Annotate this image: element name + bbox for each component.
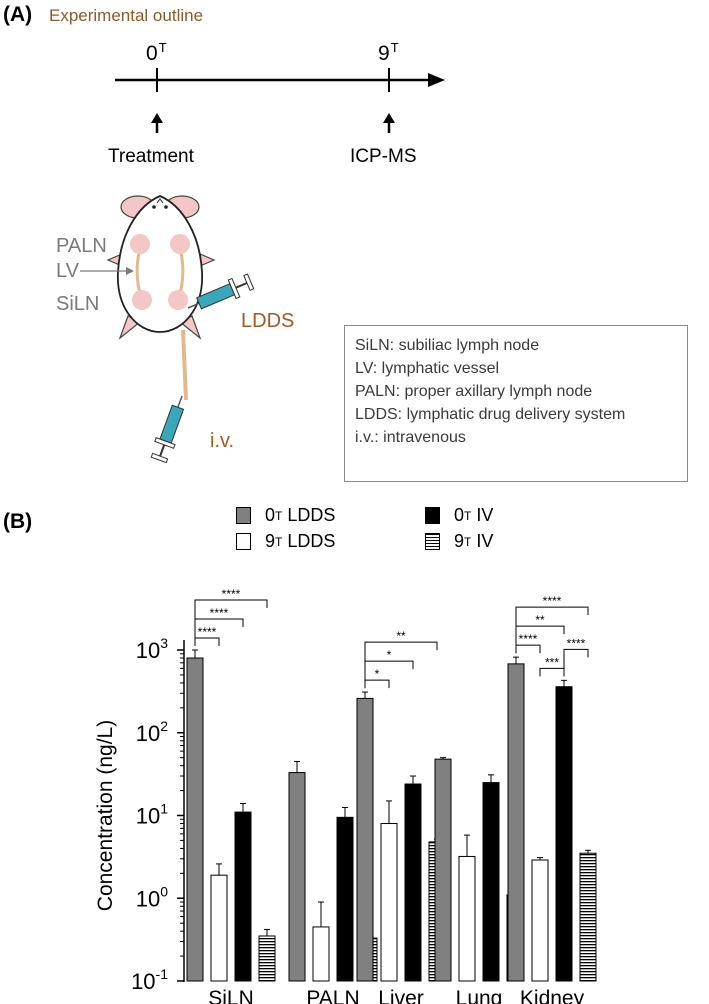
iv-syringe	[150, 395, 185, 464]
timeline-end-label: 9T	[378, 40, 399, 65]
bar	[434, 758, 452, 982]
abbreviation-iv: i.v.: intravenous	[355, 429, 466, 446]
abbreviation-ldds: LDDS: lymphatic drug delivery system	[355, 406, 626, 423]
bar	[312, 926, 330, 982]
significance-bracket	[194, 637, 220, 646]
significance-label: **	[396, 629, 406, 643]
siln-left-node	[132, 290, 152, 310]
significance-label: ****	[519, 632, 538, 646]
significance-label: ****	[210, 606, 229, 620]
significance-label: *	[375, 667, 380, 681]
mouse-nose	[156, 198, 164, 204]
treatment-arrow-head	[151, 113, 163, 123]
siln-label: SiLN	[56, 293, 100, 315]
significance-label: *	[387, 648, 392, 662]
panel-a-label: (A)	[3, 3, 33, 26]
bar	[458, 855, 476, 982]
bar	[404, 783, 422, 982]
y-tick-label: 103	[136, 635, 168, 663]
iv-label: i.v.	[210, 430, 235, 452]
bar	[579, 852, 597, 982]
abbreviation-siln: SiLN: subiliac lymph node	[355, 337, 540, 354]
legend-swatch-black	[425, 507, 440, 524]
mouse-tail	[181, 329, 188, 401]
x-category-label: Liver	[378, 987, 424, 1004]
mouse-illustration	[80, 195, 255, 464]
legend-swatch-white	[236, 533, 251, 550]
siln-right-node	[168, 290, 188, 310]
bar	[555, 686, 573, 982]
bar	[186, 657, 204, 982]
significance-bracket	[515, 644, 541, 654]
significance-label: ****	[198, 625, 217, 639]
y-tick-label: 100	[136, 883, 168, 911]
significance-bracket	[364, 641, 438, 689]
significance-label: **	[535, 613, 545, 627]
significance-bracket	[364, 679, 390, 689]
timeline-graphic	[115, 68, 445, 133]
bar	[507, 663, 525, 982]
lv-label: LV	[56, 260, 79, 282]
treatment-label: Treatment	[108, 146, 194, 167]
y-tick-label: 102	[136, 718, 168, 746]
x-category-label: PALN	[306, 987, 359, 1004]
legend-swatch-stripe	[425, 533, 440, 550]
bar	[336, 816, 354, 982]
bar	[210, 874, 228, 982]
significance-label: ****	[567, 636, 586, 650]
significance-label: ****	[222, 587, 241, 601]
icpms-arrow-head	[383, 113, 395, 123]
mouse-right-eye	[164, 205, 168, 209]
timeline-start-label: 0T	[146, 40, 167, 65]
y-tick-label: 10-1	[131, 966, 168, 994]
lv-pointer-head	[126, 267, 134, 275]
abbreviation-paln: PALN: proper axillary lymph node	[355, 383, 593, 400]
mouse-left-eye	[152, 205, 156, 209]
bar	[288, 772, 306, 982]
bar	[482, 782, 500, 982]
bar	[380, 823, 398, 982]
paln-right-node	[170, 234, 190, 254]
paln-label: PALN	[56, 235, 107, 257]
bar	[258, 935, 276, 982]
panel-b-label: (B)	[3, 510, 33, 533]
significance-bracket	[563, 648, 589, 677]
timeline-arrowhead	[428, 73, 445, 87]
ldds-label: LDDS	[241, 310, 295, 332]
abbreviation-box: SiLN: subiliac lymph node LV: lymphatic …	[344, 325, 688, 482]
paln-left-node	[130, 234, 150, 254]
ldds-syringe	[187, 273, 255, 310]
y-axis-label: Concentration (ng/L)	[94, 720, 117, 911]
y-tick-label: 101	[136, 801, 168, 829]
x-category-label: Kidney	[520, 987, 585, 1004]
significance-label: ***	[545, 655, 559, 669]
x-category-label: SiLN	[208, 987, 254, 1004]
bar	[234, 811, 252, 982]
panel-a-subtitle: Experimental outline	[49, 6, 204, 25]
significance-bracket	[515, 606, 589, 654]
legend-swatch-gray	[236, 507, 251, 524]
icpms-label: ICP-MS	[350, 146, 417, 167]
significance-bracket	[194, 599, 268, 646]
bar	[531, 859, 549, 982]
significance-label: ****	[543, 594, 562, 608]
concentration-bar-chart: 103 102 101 100 10-1 Concentration (ng/L) SiLN…	[94, 587, 597, 1004]
abbreviation-lv: LV: lymphatic vessel	[355, 360, 500, 377]
bar	[356, 697, 374, 982]
significance-bracket	[539, 667, 565, 677]
x-category-label: Lung	[456, 987, 503, 1004]
